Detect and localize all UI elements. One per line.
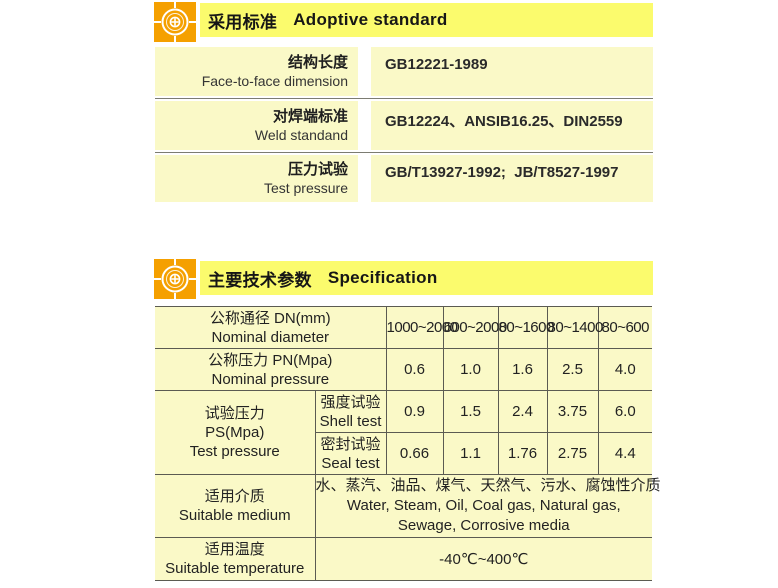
- cell-value: 80~1600: [497, 306, 554, 349]
- cell-value: 2.75: [546, 432, 599, 475]
- sub-label-en: Seal test: [321, 454, 380, 472]
- row-label-en: Face-to-face dimension: [201, 72, 348, 89]
- row-label-zh: 试验压力: [204, 405, 265, 422]
- cell-value-temperature: -40℃~400℃: [314, 537, 653, 581]
- row-value: GB12224、ANSIB16.25、DIN2559: [371, 101, 653, 150]
- crosshair-target-icon: [154, 259, 196, 299]
- table-row: 结构长度 Face-to-face dimension GB12221-1989: [155, 47, 653, 96]
- cell-value: 4.4: [597, 432, 653, 475]
- cell-value: 1.6: [497, 348, 548, 391]
- table-row-nominal-pressure: 公称压力 PN(Mpa) Nominal pressure 0.6 1.0 1.…: [155, 348, 653, 391]
- section-header-specification: 主要技术参数 Specification: [200, 261, 653, 295]
- cell-value: 2.4: [497, 390, 548, 433]
- cell-value: 0.9: [385, 390, 444, 433]
- sub-label-zh: 强度试验: [320, 393, 381, 411]
- medium-value-en2: Sewage, Corrosive media: [397, 517, 570, 534]
- row-label-en: Nominal diameter: [211, 328, 330, 346]
- medium-value-zh: 水、蒸汽、油品、煤气、天然气、污水、腐蚀性介质: [315, 477, 661, 494]
- row-label-en: Test pressure: [189, 443, 280, 460]
- row-label-zh: 适用介质: [204, 488, 265, 505]
- cell-value: 6.0: [597, 390, 653, 433]
- section-title-en: Specification: [327, 268, 438, 287]
- cell-value: 3.75: [546, 390, 599, 433]
- section-title-zh: 采用标准: [208, 12, 278, 32]
- cell-value: 80~1400: [546, 306, 603, 349]
- table-row-seal-test: 密封试验 Seal test 0.66 1.1 1.76 2.75 4.4: [155, 432, 653, 475]
- cell-value: 600~2000: [442, 306, 507, 349]
- row-label-zh: 公称压力 PN(Mpa): [208, 351, 333, 369]
- cell-value: 1.0: [442, 348, 499, 391]
- cell-value: 4.0: [597, 348, 653, 391]
- table-row: 对焊端标准 Weld standand GB12224、ANSIB16.25、D…: [155, 101, 653, 150]
- cell-value: 1.5: [442, 390, 499, 433]
- specification-table: 公称通径 DN(mm) Nominal diameter 1000~2000 6…: [155, 306, 661, 581]
- medium-value-en1: Water, Steam, Oil, Coal gas, Natural gas…: [346, 497, 621, 514]
- table-row-nominal-diameter: 公称通径 DN(mm) Nominal diameter 1000~2000 6…: [155, 306, 653, 349]
- row-label-en: Nominal pressure: [211, 370, 330, 388]
- row-value: GB/T13927-1992; JB/T8527-1997: [371, 155, 653, 202]
- sub-label-zh: 密封试验: [320, 435, 381, 453]
- row-divider: [155, 150, 653, 155]
- sub-row-label-shell-test: 强度试验 Shell test: [314, 390, 387, 433]
- row-label-en: Suitable medium: [178, 507, 291, 524]
- cell-value: 0.6: [385, 348, 444, 391]
- table-row-suitable-temperature: 适用温度 Suitable temperature -40℃~400℃: [155, 537, 653, 581]
- cell-value: 1.1: [442, 432, 499, 475]
- cell-value: 1000~2000: [385, 306, 458, 349]
- row-label: 公称通径 DN(mm) Nominal diameter: [155, 306, 387, 349]
- row-label-en: Test pressure: [263, 179, 348, 196]
- row-label: 结构长度 Face-to-face dimension: [155, 47, 358, 96]
- cell-value: 2.5: [546, 348, 599, 391]
- row-label-zh: 对焊端标准: [272, 107, 348, 125]
- crosshair-target-icon: [154, 2, 196, 42]
- sub-row-label-seal-test: 密封试验 Seal test: [314, 432, 387, 475]
- row-label: 对焊端标准 Weld standand: [155, 101, 358, 150]
- row-label-zh: 结构长度: [287, 53, 348, 71]
- table-row-suitable-medium: 适用介质 Suitable medium 水、蒸汽、油品、煤气、天然气、污水、腐…: [155, 474, 661, 538]
- cell-value: 1.76: [497, 432, 548, 475]
- section-title-en: Adoptive standard: [293, 10, 448, 29]
- cell-value-medium: 水、蒸汽、油品、煤气、天然气、污水、腐蚀性介质 Water, Steam, Oi…: [314, 474, 661, 538]
- section-header-adoptive-standard: 采用标准 Adoptive standard: [200, 3, 653, 37]
- row-label: 适用温度 Suitable temperature: [155, 537, 316, 581]
- sub-label-en: Shell test: [319, 412, 382, 430]
- row-label-zh: 公称通径 DN(mm): [209, 309, 331, 327]
- row-divider: [155, 96, 653, 101]
- table-row-shell-test: 试验压力 PS(Mpa) Test pressure 强度试验 Shell te…: [155, 390, 653, 475]
- row-label-test-pressure: 试验压力 PS(Mpa) Test pressure: [155, 390, 316, 475]
- row-label-mid: PS(Mpa): [205, 424, 265, 441]
- row-value: GB12221-1989: [371, 47, 653, 96]
- section-title-zh: 主要技术参数: [208, 270, 312, 290]
- cell-value: 80~600: [597, 306, 653, 349]
- row-label: 适用介质 Suitable medium: [155, 474, 316, 538]
- row-label-en: Weld standand: [254, 126, 348, 143]
- row-label: 公称压力 PN(Mpa) Nominal pressure: [155, 348, 387, 391]
- row-label: 压力试验 Test pressure: [155, 155, 358, 202]
- row-label-zh: 适用温度: [204, 541, 265, 558]
- adoptive-standard-table: 结构长度 Face-to-face dimension GB12221-1989…: [155, 47, 653, 202]
- row-label-zh: 压力试验: [287, 160, 348, 178]
- row-label-en: Suitable temperature: [165, 560, 305, 577]
- cell-value: 0.66: [385, 432, 444, 475]
- table-row: 压力试验 Test pressure GB/T13927-1992; JB/T8…: [155, 155, 653, 202]
